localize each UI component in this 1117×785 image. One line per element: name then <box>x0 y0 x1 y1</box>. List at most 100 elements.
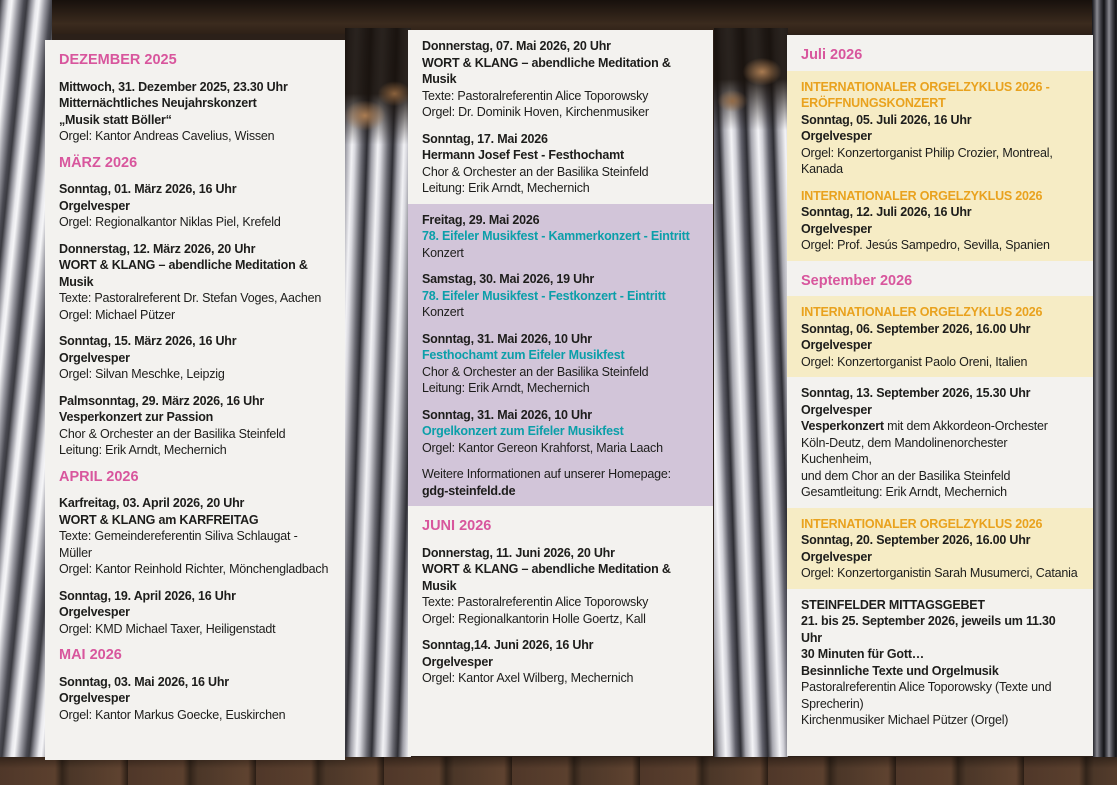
month-heading: September 2026 <box>801 273 1079 290</box>
text-line: WORT & KLANG – abendliche Meditation & M… <box>59 258 308 289</box>
organ-pipes-left <box>0 0 52 760</box>
text-line: APRIL 2026 <box>59 468 139 485</box>
text-line: Orgelvesper <box>59 350 130 365</box>
text-line: Orgel: Kantor Gereon Krahforst, Maria La… <box>422 440 663 455</box>
text-line: Sonntag, 31. Mai 2026, 10 Uhr <box>422 331 592 346</box>
text-line: Orgel: Silvan Meschke, Leipzig <box>59 367 225 381</box>
text-line: INTERNATIONALER ORGELZYKLUS 2026 <box>801 305 1043 319</box>
text-line: Freitag, 29. Mai 2026 <box>422 212 540 227</box>
program-block-yellow: INTERNATIONALER ORGELZYKLUS 2026 Sonntag,… <box>787 296 1093 377</box>
text-line: Vesperkonzert zur Passion <box>59 410 214 424</box>
text-line: gdg-steinfeld.de <box>422 483 516 498</box>
text-line: INTERNATIONALER ORGELZYKLUS 2026 <box>801 188 1043 203</box>
text-line: Sonntag, 06. September 2026, 16.00 Uhr <box>801 321 1031 336</box>
text-line: Kanada <box>801 162 843 176</box>
program-block-white: Donnerstag, 07. Mai 2026, 20 Uhr WORT & K… <box>408 30 713 204</box>
program-block-white: JUNI 2026 Donnerstag, 11. Juni 2026, 20 U… <box>408 506 713 756</box>
text-line: Orgelvesper <box>801 402 872 417</box>
text-line: MÄRZ 2026 <box>59 154 138 171</box>
text-line: Sonntag,14. Juni 2026, 16 Uhr <box>422 638 594 652</box>
text-line: Mittwoch, 31. Dezember 2025, 23.30 Uhr <box>59 79 288 94</box>
text-line: Texte: Pastoralreferent Dr. Stefan Voges… <box>59 291 322 305</box>
text-line: Orgelvesper <box>59 605 130 619</box>
event-entry: INTERNATIONALER ORGELZYKLUS 2026 Sonntag,… <box>801 188 1079 254</box>
program-block-white: STEINFELDER MITTAGSGEBET 21. bis 25. Sept… <box>787 588 1093 756</box>
text-line: Samstag, 30. Mai 2026, 19 Uhr <box>422 272 595 286</box>
text-line: Orgel: Michael Pützer <box>59 307 175 322</box>
text-line: „Musik statt Böller“ <box>59 112 172 127</box>
text-line: Chor & Orchester an der Basilika Steinfe… <box>422 164 649 179</box>
event-entry: INTERNATIONALER ORGELZYKLUS 2026 Sonntag,… <box>801 304 1079 370</box>
text-line: Sonntag, 03. Mai 2026, 16 Uhr <box>59 674 229 689</box>
organ-case-wood-top <box>0 0 1117 34</box>
event-entry: Donnerstag, 07. Mai 2026, 20 Uhr WORT & K… <box>422 38 699 121</box>
text-line: Leitung: Erik Arndt, Mechernich <box>422 181 590 195</box>
text-line: Orgelvesper <box>801 338 872 352</box>
text-line: Texte: Pastoralreferentin Alice Toporows… <box>422 88 649 103</box>
event-entry: Sonntag, 31. Mai 2026, 10 Uhr Festhochamt… <box>422 331 699 397</box>
text-line: Sonntag, 12. Juli 2026, 16 Uhr <box>801 205 972 219</box>
program-column-december-may: DEZEMBER 2025 Mittwoch, 31. Dezember 2025… <box>45 40 345 760</box>
text-line: Orgel: Regionalkantor Niklas Piel, Krefe… <box>59 215 281 229</box>
text-line: Festhochamt zum Eifeler Musikfest <box>422 348 625 362</box>
text-line: Sonntag, 31. Mai 2026, 10 Uhr <box>422 407 592 422</box>
program-block-white: Juli 2026 <box>787 35 1093 71</box>
text-line: Chor & Orchester an der Basilika Steinfe… <box>422 364 649 379</box>
text-line: Orgelvesper <box>801 129 872 143</box>
text-line: Mitternächtliches Neujahrskonzert <box>59 96 257 110</box>
event-entry: INTERNATIONALER ORGELZYKLUS 2026 - ERÖFFN… <box>801 79 1079 178</box>
text-line: Orgelvesper <box>422 654 493 669</box>
text-line: Donnerstag, 11. Juni 2026, 20 Uhr <box>422 545 615 560</box>
text-line: JUNI 2026 <box>422 518 492 534</box>
text-line: Leitung: Erik Arndt, Mechernich <box>59 443 227 457</box>
program-block-yellow: INTERNATIONALER ORGELZYKLUS 2026 Sonntag,… <box>787 507 1093 589</box>
text-line: STEINFELDER MITTAGSGEBET <box>801 597 985 612</box>
text-line: und dem Chor an der Basilika Steinfeld <box>801 468 1011 483</box>
program-block-white: September 2026 <box>787 260 1093 296</box>
text-line: Vesperkonzert mit dem Akkordeon-Orcheste… <box>801 419 1048 433</box>
text-line: Orgel: Kantor Andreas Cavelius, Wissen <box>59 129 275 143</box>
text-line: Texte: Gemeindereferentin Siliva Schlaug… <box>59 529 298 560</box>
month-heading: JUNI 2026 <box>422 518 699 535</box>
event-entry: Samstag, 30. Mai 2026, 19 Uhr 78. Eifeler… <box>422 271 699 321</box>
text-line: Orgel: Prof. Jesús Sampedro, Sevilla, Sp… <box>801 238 1050 252</box>
event-entry: INTERNATIONALER ORGELZYKLUS 2026 Sonntag,… <box>801 516 1079 582</box>
text-line: Orgelkonzert zum Eifeler Musikfest <box>422 424 624 438</box>
organ-pipes-gap-1 <box>345 28 411 758</box>
text-line: WORT & KLANG – abendliche Meditation & M… <box>422 562 671 593</box>
text-line: Sonntag, 19. April 2026, 16 Uhr <box>59 588 236 603</box>
program-block-white: DEZEMBER 2025 Mittwoch, 31. Dezember 2025… <box>45 40 345 760</box>
text-line: Orgel: Kantor Reinhold Richter, Möncheng… <box>59 562 329 576</box>
event-entry: Freitag, 29. Mai 2026 78. Eifeler Musikfe… <box>422 212 699 262</box>
text-line: Orgelvesper <box>59 198 130 213</box>
event-entry: Weitere Informationen auf unserer Homepa… <box>422 466 699 499</box>
text-line: WORT & KLANG am KARFREITAG <box>59 512 259 527</box>
event-entry: Sonntag, 13. September 2026, 15.30 Uhr Or… <box>801 385 1079 501</box>
text-line: Gesamtleitung: Erik Arndt, Mechernich <box>801 485 1007 499</box>
text-line: Leitung: Erik Arndt, Mechernich <box>422 381 590 395</box>
text-line: Donnerstag, 12. März 2026, 20 Uhr <box>59 241 256 256</box>
program-column-may-june: Donnerstag, 07. Mai 2026, 20 Uhr WORT & K… <box>408 30 713 756</box>
organ-pipes-right <box>1092 0 1117 785</box>
text-line: MAI 2026 <box>59 647 122 663</box>
text-line: Sonntag, 15. März 2026, 16 Uhr <box>59 334 237 348</box>
text-line: Orgel: Konzertorganistin Sarah Musumerci… <box>801 566 1078 580</box>
text-line: Orgel: Kantor Markus Goecke, Euskirchen <box>59 707 286 722</box>
text-line: Orgelvesper <box>801 549 872 564</box>
program-column-july-september: Juli 2026 INTERNATIONALER ORGELZYKLUS 202… <box>787 35 1093 756</box>
text-line: Donnerstag, 07. Mai 2026, 20 Uhr <box>422 39 611 53</box>
organ-case-wood-bottom <box>0 757 1117 785</box>
text-line: Sonntag, 20. September 2026, 16.00 Uhr <box>801 533 1031 547</box>
text-line: Orgel: KMD Michael Taxer, Heiligenstadt <box>59 621 276 636</box>
text-line: Palmsonntag, 29. März 2026, 16 Uhr <box>59 393 265 408</box>
text-line: Chor & Orchester an der Basilika Steinfe… <box>59 426 286 441</box>
text-line: Sonntag, 17. Mai 2026 <box>422 131 548 146</box>
text-line: 21. bis 25. September 2026, jeweils um 1… <box>801 614 1056 645</box>
month-heading: APRIL 2026 <box>59 469 331 486</box>
month-heading: DEZEMBER 2025 <box>59 52 331 69</box>
text-line: Orgel: Dr. Dominik Hoven, Kirchenmusiker <box>422 105 649 119</box>
text-line: Sonntag, 13. September 2026, 15.30 Uhr <box>801 386 1031 400</box>
month-heading: MAI 2026 <box>59 647 331 664</box>
text-line: 30 Minuten für Gott… <box>801 647 925 661</box>
